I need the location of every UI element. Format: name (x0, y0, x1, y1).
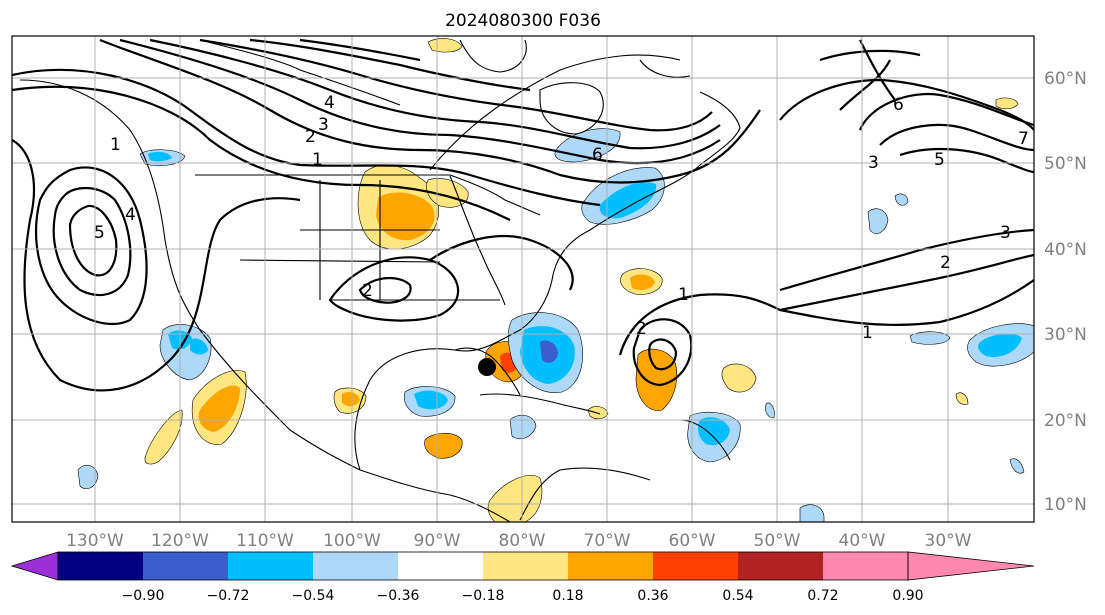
contour-label: 1 (312, 150, 323, 170)
map-frame (11, 35, 1035, 523)
colorbar-bin (143, 552, 228, 580)
lon-tick-label: 40°W (839, 531, 886, 551)
lat-tick-label: 30°N (1044, 325, 1087, 345)
height-anomaly-contours (12, 38, 1034, 392)
storm-position-marker (478, 358, 496, 376)
colorbar-tick-label: −0.72 (207, 588, 250, 604)
contour-label: 2 (362, 281, 373, 301)
contour-label: 5 (934, 150, 945, 170)
lon-tick-label: 50°W (754, 531, 801, 551)
colorbar-bin (313, 552, 398, 580)
colorbar-bin (823, 552, 908, 580)
contour-label: 5 (94, 223, 105, 243)
lat-tick-label: 40°N (1044, 240, 1087, 260)
contour-label: 3 (318, 115, 329, 135)
coastlines-and-borders (19, 39, 741, 522)
contour-label: 1 (110, 135, 121, 155)
contour-label: 1 (678, 285, 689, 305)
colorbar-tick-label: 0.90 (892, 588, 923, 604)
lon-tick-label: 80°W (499, 531, 546, 551)
colorbar-bin (58, 552, 143, 580)
colorbar-tick-label: 0.72 (807, 588, 838, 604)
contour-label: 2 (305, 127, 316, 147)
colorbar-tick-label: −0.54 (292, 588, 335, 604)
contour-label: 7 (1018, 129, 1029, 149)
colorbar-tick-label: 0.18 (552, 588, 583, 604)
lon-tick-label: 60°W (669, 531, 716, 551)
contour-label: 3 (1000, 223, 1011, 243)
lat-tick-label: 50°N (1044, 154, 1087, 174)
map-area: 1 1 2 2 3 3 4 4 5 5 6 6 7 2 1 3 2 1 (12, 36, 1034, 522)
lat-tick-label: 20°N (1044, 411, 1087, 431)
map-title: 2024080300 F036 (445, 11, 601, 31)
lat-tick-label: 10°N (1044, 495, 1087, 515)
lon-tick-label: 100°W (323, 531, 381, 551)
colorbar-bin (398, 552, 483, 580)
contour-label: 6 (592, 145, 603, 165)
latitude-tick-labels: 60°N 50°N 40°N 30°N 20°N 10°N (1044, 69, 1087, 515)
colorbar-arrow-low (10, 551, 59, 581)
contour-label: 4 (324, 93, 335, 113)
contour-label: 2 (636, 319, 647, 339)
colorbar-bin (738, 552, 823, 580)
colorbar-bin (568, 552, 653, 580)
colorbar-tick-label: 0.36 (637, 588, 668, 604)
lon-tick-label: 120°W (151, 531, 209, 551)
colorbar-bin (228, 552, 313, 580)
colorbar-tick-label: −0.90 (122, 588, 165, 604)
contour-label: 1 (862, 323, 873, 343)
lon-tick-label: 30°W (925, 531, 972, 551)
colorbar-bin (483, 552, 568, 580)
contour-label: 3 (868, 153, 879, 173)
lon-tick-label: 130°W (66, 531, 124, 551)
colorbar-arrow-high (907, 551, 1035, 581)
contour-label: 2 (940, 253, 951, 273)
longitude-tick-labels: 130°W 120°W 110°W 100°W 90°W 80°W 70°W 6… (66, 531, 972, 551)
colorbar-tick-label: −0.18 (462, 588, 505, 604)
contour-label: 6 (893, 95, 904, 115)
lon-tick-label: 70°W (584, 531, 631, 551)
lat-tick-label: 60°N (1044, 69, 1087, 89)
colorbar-tick-label: 0.54 (722, 588, 753, 604)
lat-lon-grid (12, 36, 1034, 522)
lon-tick-label: 90°W (414, 531, 461, 551)
lon-tick-label: 110°W (236, 531, 294, 551)
contour-labels: 1 1 2 2 3 3 4 4 5 5 6 6 7 2 1 3 2 1 (94, 93, 1029, 343)
colorbar-tick-label: −0.36 (377, 588, 420, 604)
colorbar: −0.90 −0.72 −0.54 −0.36 −0.18 0.18 0.36 … (10, 551, 1035, 604)
contour-label: 4 (125, 205, 136, 225)
colorbar-bin (653, 552, 738, 580)
